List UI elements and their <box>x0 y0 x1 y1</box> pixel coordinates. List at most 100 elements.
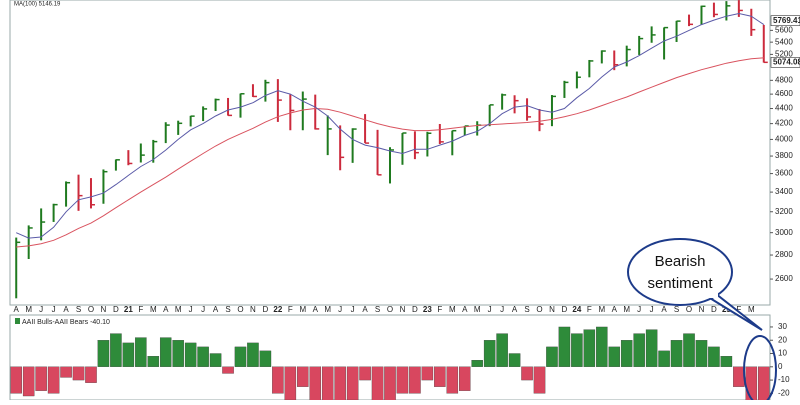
bar <box>695 340 708 367</box>
x-tick-label: O <box>387 305 393 314</box>
x-tick-label: A <box>661 305 667 314</box>
bar <box>35 366 47 391</box>
x-tick-label: N <box>250 305 256 314</box>
bar <box>558 326 571 367</box>
bar <box>670 340 683 367</box>
y-tick-label: 4000 <box>775 135 793 144</box>
x-tick-label: O <box>237 305 243 314</box>
y-tick-label: 4400 <box>775 104 793 113</box>
bar <box>683 333 695 367</box>
callout-join <box>680 292 718 298</box>
bar <box>546 346 558 367</box>
y-tick-label: 3800 <box>775 151 793 160</box>
bar <box>209 353 222 367</box>
y-tick-label: 2800 <box>775 250 793 259</box>
x-tick-label: S <box>225 305 230 314</box>
y-tick-label: 3000 <box>775 228 793 237</box>
bar <box>645 329 658 367</box>
y-tick-label: 10 <box>778 349 787 358</box>
ma-legend: MA(100) 5146.19 <box>14 2 61 8</box>
bar <box>284 366 297 400</box>
bar <box>533 366 546 394</box>
bar <box>471 360 483 367</box>
y-tick-label: 5400 <box>775 37 793 46</box>
x-tick-label: M <box>175 305 182 314</box>
bar <box>22 366 35 397</box>
x-tick-label: J <box>39 305 43 314</box>
bar <box>197 346 209 367</box>
x-tick-label: F <box>736 305 741 314</box>
y-tick-label: 0 <box>778 362 783 371</box>
x-tick-label: J <box>637 305 641 314</box>
callout: Bearish sentiment <box>627 238 763 331</box>
x-tick-label: S <box>524 305 529 314</box>
callout-text: sentiment <box>647 275 713 292</box>
price-marker-box <box>770 57 800 68</box>
y-tick-label: 2600 <box>775 274 793 283</box>
x-tick-label: M <box>25 305 32 314</box>
x-tick-label: O <box>536 305 542 314</box>
bar <box>110 333 122 367</box>
callout-bubble <box>627 238 733 306</box>
x-tick-label: J <box>338 305 342 314</box>
bar <box>409 366 421 394</box>
bar <box>222 366 234 374</box>
x-tick-label: M <box>598 305 605 314</box>
y-tick-label: 5600 <box>775 25 793 34</box>
price-marker-box <box>770 15 800 27</box>
bar <box>521 366 533 381</box>
x-tick-label: A <box>612 305 618 314</box>
x-tick-label: 21 <box>124 305 133 314</box>
bar <box>745 366 758 400</box>
x-tick-label: S <box>375 305 380 314</box>
x-tick-label: 24 <box>572 305 581 314</box>
x-tick-label: F <box>587 305 592 314</box>
x-tick-label: J <box>500 305 504 314</box>
x-tick-label: J <box>351 305 355 314</box>
ma-line <box>16 57 764 248</box>
x-tick-label: D <box>711 305 717 314</box>
x-tick-label: 25 <box>722 305 731 314</box>
x-tick-label: D <box>412 305 418 314</box>
y-tick-label: 4600 <box>775 89 793 98</box>
x-tick-label: A <box>14 305 20 314</box>
bar <box>583 329 596 367</box>
bar <box>571 333 583 367</box>
price-marker-label: 5074.08 <box>773 57 800 66</box>
bar <box>346 366 359 400</box>
x-tick-label: A <box>213 305 219 314</box>
y-tick-label: 3200 <box>775 207 793 216</box>
bar <box>297 366 309 387</box>
ma-line <box>16 12 765 239</box>
x-tick-label: J <box>488 305 492 314</box>
x-tick-label: 23 <box>423 305 432 314</box>
y-tick-label: 30 <box>778 322 787 331</box>
bar <box>596 326 608 367</box>
bar <box>60 366 72 378</box>
x-tick-label: N <box>101 305 107 314</box>
bar <box>483 340 496 367</box>
x-tick-label: A <box>462 305 468 314</box>
bar <box>10 366 22 394</box>
bar <box>496 333 508 367</box>
x-tick-label: N <box>400 305 406 314</box>
x-tick-label: D <box>562 305 568 314</box>
bar <box>272 366 284 394</box>
bar <box>421 366 434 381</box>
bar <box>458 366 471 391</box>
bar <box>135 337 147 367</box>
x-tick-label: M <box>150 305 157 314</box>
x-tick-label: M <box>623 305 630 314</box>
x-tick-label: M <box>449 305 456 314</box>
y-tick-label: 3400 <box>775 187 793 196</box>
y-tick-label: 4200 <box>775 119 793 128</box>
bar <box>321 366 334 400</box>
x-tick-label: F <box>138 305 143 314</box>
bar <box>608 346 621 367</box>
y-tick-label: 5200 <box>775 49 793 58</box>
y-tick-label: -10 <box>778 375 790 384</box>
y-tick-label: -20 <box>778 388 790 397</box>
panel-title: AAII Bulls-AAII Bears -40.10 <box>22 319 110 326</box>
bar <box>446 366 459 394</box>
